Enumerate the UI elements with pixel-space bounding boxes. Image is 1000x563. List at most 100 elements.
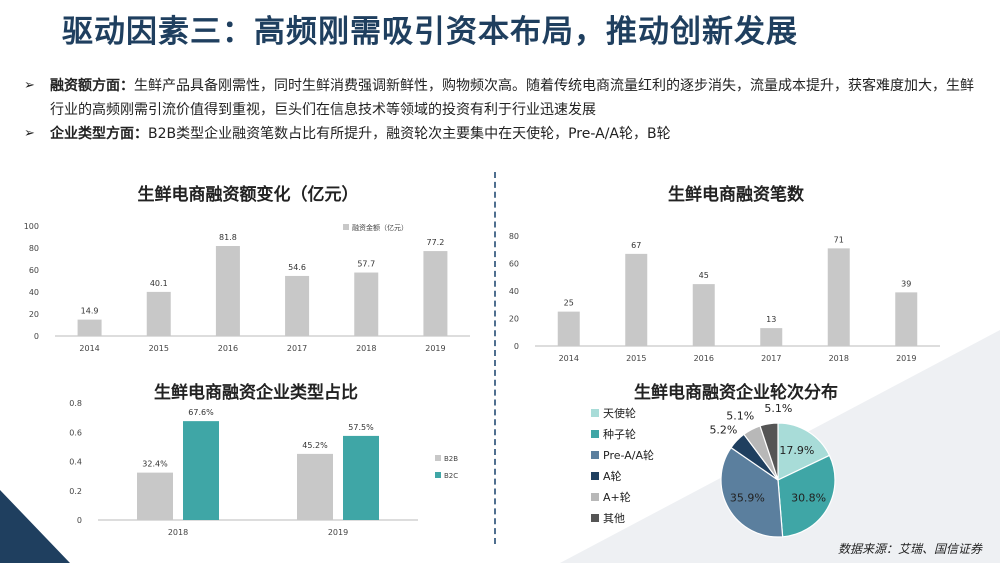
legend-label: 其他 (603, 512, 625, 525)
data-label: 13 (766, 315, 776, 324)
x-tick-label: 2017 (761, 354, 781, 363)
slice-label: 35.9% (730, 492, 765, 505)
legend-swatch (591, 493, 599, 501)
legend-label: B2C (444, 472, 458, 480)
bar (146, 291, 171, 336)
arrow-bullet-icon: ➢ (24, 126, 35, 141)
data-label: 67.6% (188, 408, 214, 417)
bar (895, 292, 918, 346)
x-tick-label: 2019 (328, 528, 348, 537)
x-tick-label: 2018 (356, 344, 376, 353)
bar (183, 421, 219, 520)
y-tick-label: 0.6 (69, 428, 82, 437)
slice-label: 17.9% (779, 444, 814, 457)
bar (760, 328, 783, 346)
legend-swatch (591, 514, 599, 522)
y-tick-label: 0.2 (69, 487, 82, 496)
financing-count-chart: 0 20 40 60 80 2014 25 2015 67 2016 45 2017 13 2018 71 2… (509, 232, 940, 363)
data-label: 77.2 (427, 238, 445, 247)
y-tick-label: 0 (34, 332, 39, 341)
slice-label: 30.8% (791, 492, 826, 505)
bullet-text: 生鲜产品具备刚需性，同时生鲜消费强调新鲜性，购物频次高。随着传统电商流量红利的逐… (50, 78, 974, 118)
pie-slice (720, 446, 784, 538)
legend-swatch (343, 224, 349, 230)
bar (215, 246, 240, 336)
legend-label: 天使轮 (603, 406, 636, 420)
x-tick-label: 2014 (79, 344, 99, 353)
data-label: 57.7 (357, 260, 375, 269)
pie-slice (777, 422, 831, 481)
x-tick-label: 2014 (559, 354, 579, 363)
bar (343, 435, 379, 520)
data-label: 45 (699, 271, 709, 280)
x-tick-label: 2016 (218, 344, 238, 353)
bar (423, 251, 448, 336)
data-label: 67 (631, 241, 641, 250)
vertical-divider (494, 172, 496, 544)
y-tick-label: 40 (29, 288, 39, 297)
bullet-financing-amount: ➢ 融资额方面：生鲜产品具备刚需性，同时生鲜消费强调新鲜性，购物频次高。随着传统… (24, 74, 984, 122)
data-label: 39 (901, 279, 911, 288)
legend-label: A轮 (603, 469, 622, 483)
bar (354, 272, 379, 336)
legend-swatch (591, 472, 599, 480)
y-tick-label: 0.4 (69, 458, 82, 467)
bullet-heading: 融资额方面： (50, 78, 134, 94)
bar (827, 248, 850, 346)
legend-label: Pre-A/A轮 (603, 448, 654, 462)
data-label: 25 (564, 299, 574, 308)
slice-label: 5.2% (709, 423, 737, 436)
legend-label: B2B (444, 455, 458, 463)
y-tick-label: 0 (514, 342, 519, 351)
legend-label: A+轮 (603, 490, 631, 504)
data-label: 32.4% (142, 460, 168, 469)
y-tick-label: 0 (77, 516, 82, 525)
data-label: 54.6 (288, 263, 306, 272)
data-label: 71 (834, 235, 844, 244)
legend-swatch (435, 455, 441, 461)
x-tick-label: 2019 (896, 354, 916, 363)
bullet-company-type: ➢ 企业类型方面：B2B类型企业融资笔数占比有所提升，融资轮次主要集中在天使轮，… (24, 122, 984, 146)
y-tick-label: 100 (24, 222, 39, 231)
bullet-text: B2B类型企业融资笔数占比有所提升，融资轮次主要集中在天使轮，Pre-A/A轮，… (148, 126, 671, 142)
y-tick-label: 40 (509, 287, 519, 296)
bar (692, 284, 715, 346)
bar (557, 311, 580, 346)
y-tick-label: 20 (29, 310, 39, 319)
bullet-heading: 企业类型方面： (50, 126, 148, 142)
y-tick-label: 80 (29, 244, 39, 253)
bar (285, 275, 310, 336)
bar (625, 253, 648, 346)
x-tick-label: 2017 (287, 344, 307, 353)
chart-title-company-type: 生鲜电商融资企业类型占比 (154, 383, 358, 403)
page-title: 驱动因素三：高频刚需吸引资本布局，推动创新发展 (62, 14, 798, 50)
data-label: 81.8 (219, 233, 237, 242)
data-source: 数据来源：艾瑞、国信证券 (837, 542, 982, 556)
data-label: 14.9 (81, 307, 99, 316)
y-tick-label: 20 (509, 315, 519, 324)
legend-swatch (591, 451, 599, 459)
pie-slice (777, 454, 836, 538)
chart-title-financing-amount: 生鲜电商融资额变化（亿元） (137, 185, 359, 205)
data-label: 40.1 (150, 279, 168, 288)
x-tick-label: 2015 (626, 354, 646, 363)
legend-swatch (591, 409, 599, 417)
x-tick-label: 2016 (694, 354, 714, 363)
company-type-chart: 0 0.2 0.4 0.6 0.8 2018 32.4% 67.6% 2019 45.2% 57.5… (69, 399, 458, 537)
slice-label: 5.1% (726, 409, 754, 422)
data-label: 57.5% (348, 423, 374, 432)
y-tick-label: 80 (509, 232, 519, 241)
data-label: 45.2% (302, 441, 328, 450)
financing-amount-chart: 0 20 40 60 80 100 2014 14.9 2015 40.1 2016 81.8 2017… (24, 222, 470, 353)
slice-label: 5.1% (764, 402, 792, 415)
y-tick-label: 60 (29, 266, 39, 275)
chart-title-financing-count: 生鲜电商融资笔数 (668, 185, 804, 205)
y-tick-label: 0.8 (69, 399, 82, 408)
arrow-bullet-icon: ➢ (24, 78, 35, 93)
bar (297, 453, 333, 520)
legend-label: 种子轮 (603, 427, 636, 441)
bar (77, 319, 102, 336)
x-tick-label: 2018 (168, 528, 188, 537)
y-tick-label: 60 (509, 260, 519, 269)
legend-swatch (591, 430, 599, 438)
